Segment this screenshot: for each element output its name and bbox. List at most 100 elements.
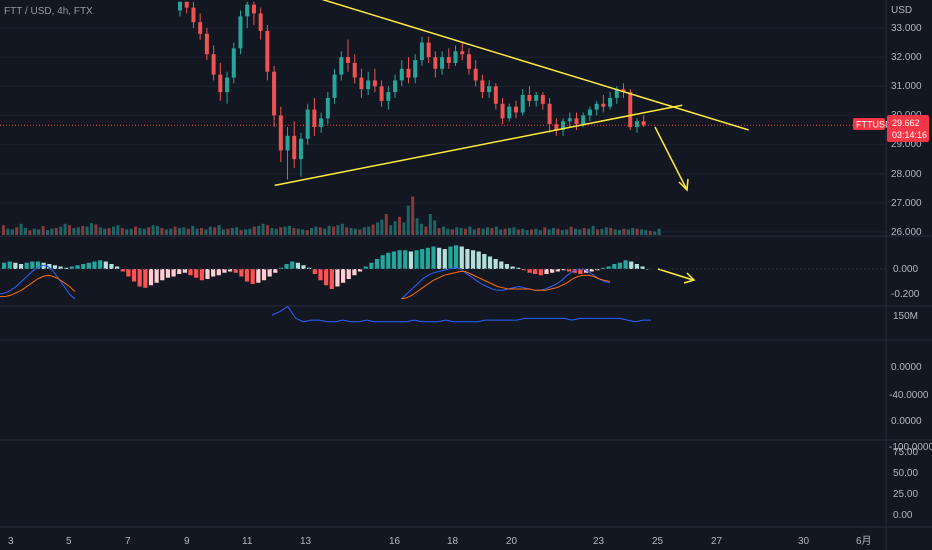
candle [527,86,532,107]
volume-bar [477,228,481,235]
volume-bar [468,226,472,235]
macd-hist-bar [578,269,583,274]
trendlines[interactable] [274,0,749,187]
volume-bar [116,225,120,235]
candle-body [352,62,357,78]
candle [245,1,250,28]
candle-body [292,135,297,160]
rsi-tick: 25.00 [893,489,918,500]
candle-body [527,95,532,101]
volume-bar [622,228,626,235]
macd-hist-bar [267,269,272,277]
volume-bar [235,227,239,235]
macd-hist-bar [346,269,351,279]
candle-body [211,54,216,75]
indicator-tick: 0.0000 [891,362,922,373]
volume-bar [600,228,604,235]
candle-body [413,60,418,78]
candle [393,74,398,98]
volume-bar [239,230,243,235]
macd-hist-bar [335,269,340,287]
volume-bar [6,228,10,235]
rsi-axis: 75.00 50.00 25.00 0.00 [893,447,918,521]
candle [567,112,572,128]
volume-bar [94,224,98,235]
time-axis[interactable]: 3 5 7 9 11 13 16 18 20 23 25 27 30 6月 [8,535,872,547]
candle-body [251,4,256,14]
volume-bar [125,229,129,235]
time-tick: 13 [300,536,312,547]
volume-bar [626,229,630,235]
macd-hist-bar [256,269,261,283]
macd-hist-bar [211,269,216,277]
macd-hist-bar [544,269,549,274]
volume-bar [274,228,278,235]
volume-bar [455,227,459,235]
candle [191,1,196,28]
trendline-descending [321,0,749,131]
candle-body [184,1,189,8]
volume-bar [402,222,406,235]
volume-bar [530,229,533,235]
candle-body [218,74,223,93]
volume-bar [41,225,45,235]
candle [453,45,458,66]
volume-bar [411,196,415,235]
macd-hist-bar [35,261,41,269]
candle [298,132,303,177]
volume-bar [323,228,327,235]
volume-bar [569,226,573,235]
candle [204,28,209,61]
macd-hist-bar [244,269,250,282]
macd-hist-bar [301,265,306,269]
symbol-badge: FTTUSD [856,120,892,130]
drawing-arrows[interactable] [654,126,696,284]
volume-bar [186,228,190,235]
volume-bar [107,228,111,235]
volume-bar [292,228,296,235]
macd-hist-bar [550,269,555,273]
volume-bar [534,228,538,235]
macd-hist-bar [567,269,572,272]
macd-hist-bar [589,269,594,272]
volume-bar [244,229,247,235]
candle [372,68,377,93]
macd-hist-bar [239,269,244,277]
volume-bar [248,228,252,235]
macd-hist-bar [148,269,154,286]
macd-hist-bar [617,262,623,269]
macd-hist-bar [324,269,329,286]
indicator-tick: -40.0000 [889,390,929,401]
macd-hist-bar [312,269,317,274]
macd-hist-bar [18,264,24,269]
volume-bar [327,225,331,235]
macd-hist-bar [403,250,408,269]
volume-bar [406,205,410,235]
volume-bar [450,229,454,235]
candle-body [426,42,431,58]
volume-bar [142,228,146,235]
candle [265,25,270,81]
candle-body [393,80,398,93]
macd-hist-bar [69,266,74,269]
macd-hist-bar [261,269,267,281]
macd-hist-bar [205,269,210,279]
macd-hist-bar [414,250,419,269]
macd-hist-bar [442,249,447,269]
candle-body [298,138,303,160]
volume-bar [279,227,283,235]
candle-body [406,68,411,78]
volume-bar [160,228,164,235]
candle-body [225,77,230,93]
volume-bar [32,228,36,235]
candle-body [628,92,633,128]
macd-hist-bar [92,261,97,269]
volume-bar [512,227,516,235]
candle-body [379,86,384,101]
candle [587,106,592,122]
macd-hist-bar [216,269,221,276]
candle [272,65,277,128]
candle-body [178,1,182,11]
volume-bar [503,228,507,235]
